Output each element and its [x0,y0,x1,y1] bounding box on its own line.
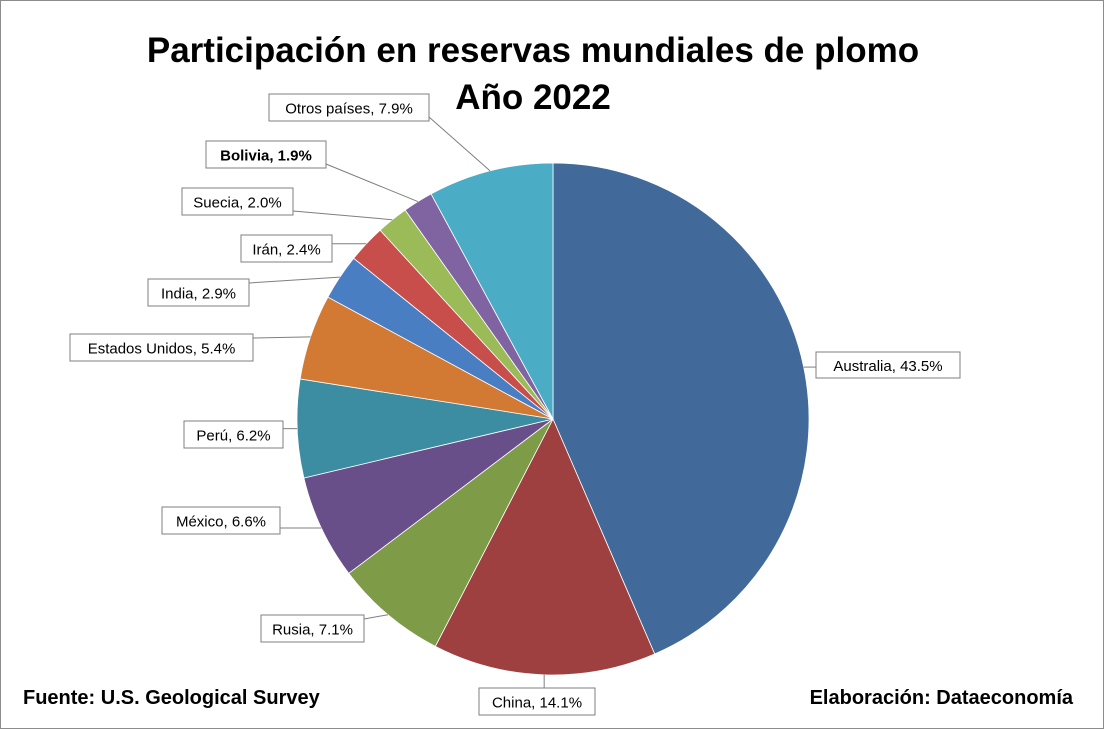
pie-slices [296,162,810,676]
data-label-10: Otros países, 7.9% [285,101,413,118]
credit-note: Elaboración: Dataeconomía [809,687,1073,709]
data-label-8: Suecia, 2.0% [193,195,281,212]
chart-title-line2: Año 2022 [455,78,611,117]
leader-line-10 [428,116,491,172]
leader-line-2 [363,614,389,620]
data-label-0: Australia, 43.5% [833,358,942,375]
source-note: Fuente: U.S. Geological Survey [23,687,320,709]
data-label-3: México, 6.6% [176,514,266,531]
chart-title-line1: Participación en reservas mundiales de p… [146,31,920,70]
data-label-box-7 [240,234,333,263]
leader-line-9 [325,163,419,203]
leader-lines [248,116,816,688]
data-label-box-9 [205,140,327,169]
pie-slice-1 [434,418,656,676]
data-label-box-1 [478,687,596,716]
data-label-9: Bolivia, 1.9% [220,148,312,165]
data-label-box-4 [183,420,284,449]
data-label-box-8 [181,187,294,216]
chart-title: Participación en reservas mundiales de p… [1,27,1065,121]
data-label-2: Rusia, 7.1% [272,622,353,639]
leader-line-8 [292,210,393,221]
pie-slice-10 [430,162,554,420]
data-label-box-2 [260,614,365,643]
data-label-box-10 [268,93,430,122]
data-label-1: China, 14.1% [492,695,582,712]
data-label-6: India, 2.9% [161,286,236,303]
pie-slice-2 [348,418,554,647]
data-label-box-6 [147,278,250,307]
leader-line-5 [252,336,311,339]
data-label-box-0 [815,351,961,379]
data-labels: Australia, 43.5% China, 14.1% Rusia, 7.1% M… [69,93,961,716]
data-label-7: Irán, 2.4% [252,242,320,259]
data-label-4: Perú, 6.2% [196,428,270,445]
data-label-5: Estados Unidos, 5.4% [88,341,236,358]
pie-slice-0 [552,162,810,655]
data-label-box-5 [69,333,254,362]
data-label-box-3 [161,506,281,535]
leader-line-6 [248,276,340,284]
